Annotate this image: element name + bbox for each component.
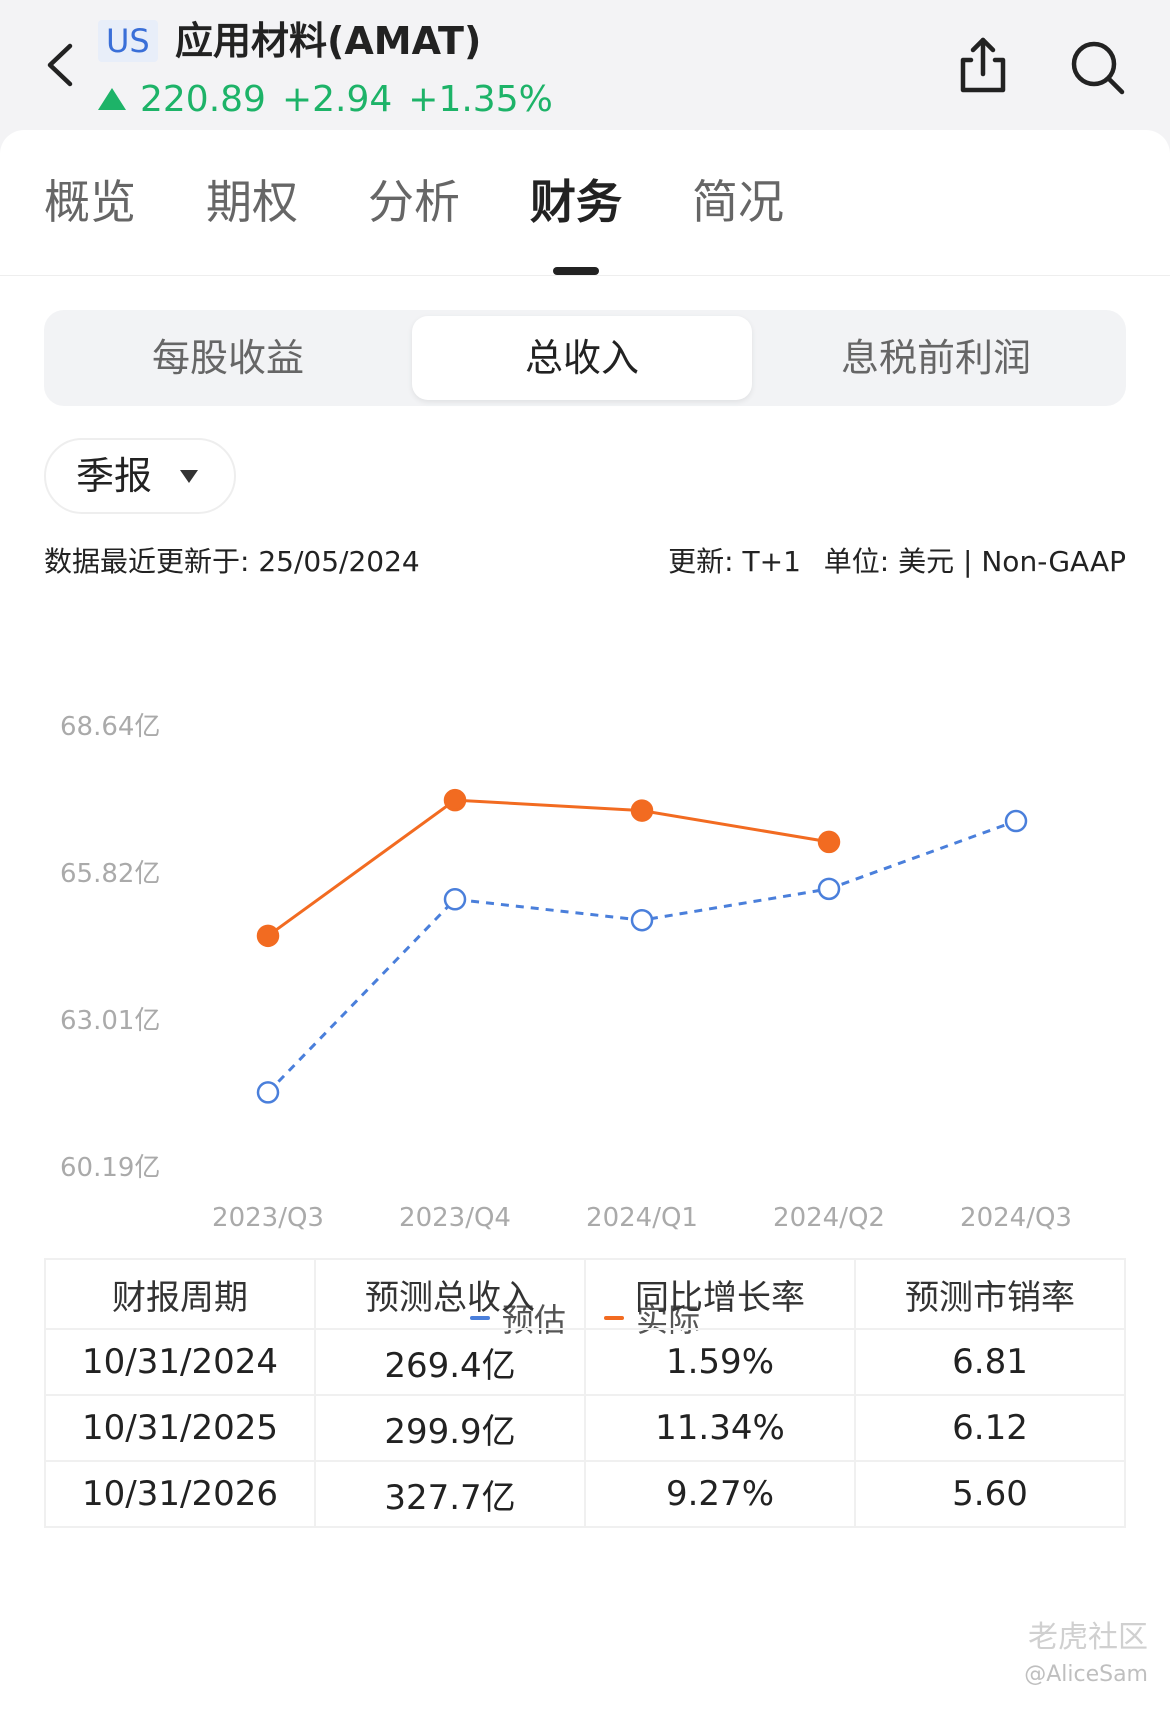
y-tick-label: 63.01亿 <box>60 1006 160 1036</box>
share-button[interactable] <box>955 36 1011 96</box>
share-icon <box>960 37 1006 93</box>
search-icon <box>1071 41 1125 95</box>
stock-name: 应用材料(AMAT) <box>175 19 482 63</box>
table-header: 预测市销率 <box>854 1258 1126 1330</box>
price-value: 220.89 <box>140 78 266 120</box>
data-point-estimate <box>256 1081 280 1104</box>
last-updated: 数据最近更新于: 25/05/2024 <box>44 545 420 578</box>
y-tick-label: 65.82亿 <box>60 859 160 889</box>
caret-down-icon <box>180 470 198 483</box>
table-cell: 5.60 <box>854 1460 1126 1528</box>
x-tick-label: 2023/Q4 <box>399 1203 511 1233</box>
table-cell: 6.12 <box>854 1394 1126 1462</box>
table-cell: 6.81 <box>854 1328 1126 1396</box>
x-tick-label: 2023/Q3 <box>212 1203 324 1233</box>
watermark: 老虎社区 <box>1028 1620 1148 1655</box>
x-tick-label: 2024/Q1 <box>586 1203 698 1233</box>
tab-bar: 概览 期权 分析 财务 简况 <box>0 130 1170 276</box>
table-cell: 269.4亿 <box>314 1328 586 1396</box>
table-cell: 10/31/2026 <box>44 1460 316 1528</box>
table-header: 预测总收入 <box>314 1258 586 1330</box>
back-button[interactable] <box>40 40 80 90</box>
data-point-actual <box>256 924 280 948</box>
period-label: 季报 <box>76 454 153 498</box>
price-change-pct: +1.35% <box>408 78 553 120</box>
data-point-actual <box>630 799 654 822</box>
data-point-estimate <box>1004 809 1028 833</box>
price-row: 220.89 +2.94 +1.35% <box>98 74 569 124</box>
tab-options[interactable]: 期权 <box>206 175 298 229</box>
search-button[interactable] <box>1070 40 1126 96</box>
watermark-user: @AliceSam <box>1024 1662 1148 1687</box>
data-point-estimate <box>443 888 467 911</box>
tab-profile[interactable]: 简况 <box>692 175 784 229</box>
data-point-actual <box>443 788 467 812</box>
table-cell: 327.7亿 <box>314 1460 586 1528</box>
metric-segmented-control: 每股收益 总收入 息税前利润 <box>44 310 1126 406</box>
table-cell: 299.9亿 <box>314 1394 586 1462</box>
back-icon <box>47 43 73 87</box>
table-header: 财报周期 <box>44 1258 316 1330</box>
period-dropdown[interactable]: 季报 <box>44 438 236 514</box>
price-change: +2.94 <box>281 78 393 120</box>
y-tick-label: 60.19亿 <box>60 1153 160 1183</box>
market-badge: US <box>98 20 158 62</box>
table-header-row: 财报周期 预测总收入 同比增长率 预测市销率 <box>44 1258 1126 1330</box>
update-frequency: 更新: T+1 <box>668 545 801 578</box>
table-row: 10/31/2024 269.4亿 1.59% 6.81 <box>44 1328 1126 1396</box>
table-cell: 10/31/2024 <box>44 1328 316 1396</box>
tab-financials[interactable]: 财务 <box>530 175 622 229</box>
forecast-table: 财报周期 预测总收入 同比增长率 预测市销率 10/31/2024 269.4亿… <box>44 1258 1126 1528</box>
table-header: 同比增长率 <box>584 1258 856 1330</box>
unit-info: 单位: 美元 | Non-GAAP <box>823 545 1126 578</box>
active-tab-indicator <box>553 267 599 275</box>
x-tick-label: 2024/Q2 <box>773 1203 885 1233</box>
revenue-line-chart: 68.64亿 65.82亿 63.01亿 60.19亿 2023/Q3 2023/Q4 20… <box>60 712 1072 1233</box>
up-arrow-icon <box>98 88 126 110</box>
data-point-actual <box>817 830 841 854</box>
segment-ebit[interactable]: 息税前利润 <box>840 336 1031 380</box>
segment-revenue[interactable]: 总收入 <box>412 316 752 400</box>
segment-eps[interactable]: 每股收益 <box>151 336 304 380</box>
series-line-estimate <box>266 819 1017 1094</box>
stock-header: US 应用材料(AMAT) 220.89 +2.94 +1.35% <box>0 0 1170 130</box>
data-point-estimate <box>817 877 841 901</box>
data-point-estimate <box>630 908 654 932</box>
table-cell: 9.27% <box>584 1460 856 1528</box>
tab-overview[interactable]: 概览 <box>44 175 136 229</box>
tab-analysis[interactable]: 分析 <box>368 175 460 229</box>
table-cell: 1.59% <box>584 1328 856 1396</box>
table-cell: 10/31/2025 <box>44 1394 316 1462</box>
y-tick-label: 68.64亿 <box>60 712 160 742</box>
series-line-actual <box>267 798 830 938</box>
meta-info: 更新: T+1 单位: 美元 | Non-GAAP <box>654 542 1126 582</box>
table-row: 10/31/2026 327.7亿 9.27% 5.60 <box>44 1460 1126 1528</box>
x-tick-label: 2024/Q3 <box>960 1203 1072 1233</box>
table-row: 10/31/2025 299.9亿 11.34% 6.12 <box>44 1394 1126 1462</box>
table-cell: 11.34% <box>584 1394 856 1462</box>
